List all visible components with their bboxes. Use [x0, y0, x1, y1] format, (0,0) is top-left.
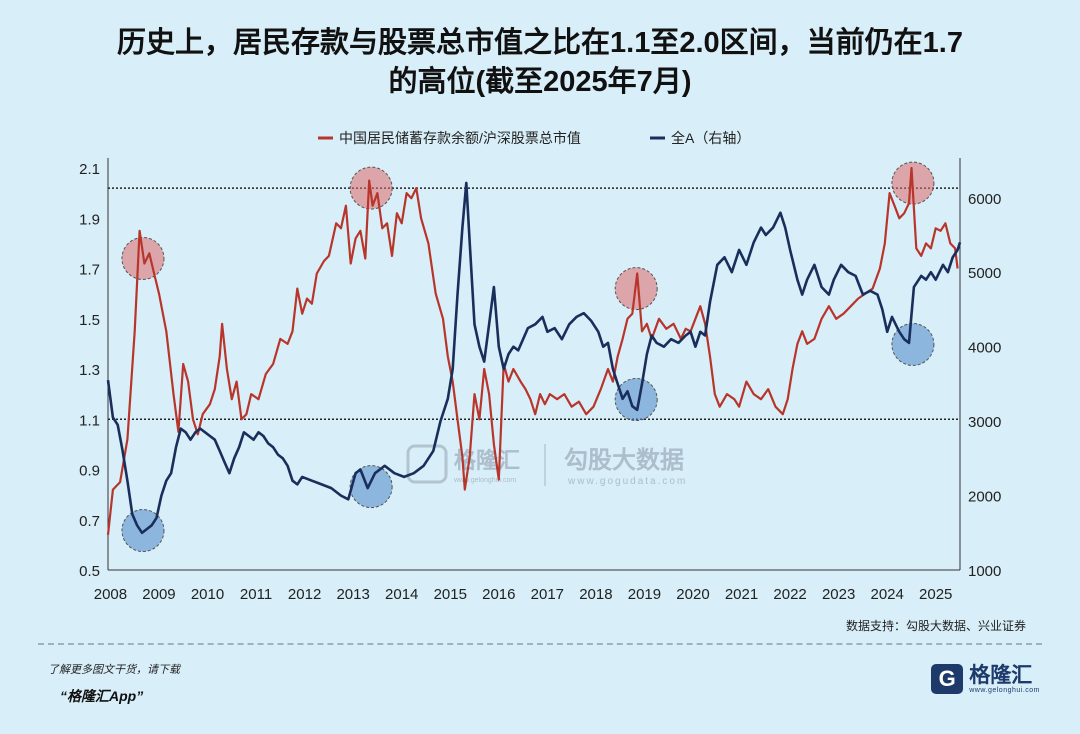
highlight-circle-blue-6 — [614, 378, 658, 422]
x-tick-2021: 2021 — [725, 586, 758, 603]
y-left-tick-3: 1.5 — [79, 312, 100, 329]
brand-url: www.gelonghui.com — [969, 686, 1040, 694]
legend-ratio-label: 中国居民储蓄存款余额/沪深股票总市值 — [339, 130, 581, 146]
chart-title: 历史上，居民存款与股票总市值之比在1.1至2.0区间，当前仍在1.7 的高位(截… — [80, 24, 1000, 102]
y-right-tick-5: 1000 — [968, 563, 1001, 580]
x-tick-2013: 2013 — [336, 586, 369, 603]
title-line-2: 的高位(截至2025年7月) — [388, 66, 692, 98]
x-tick-2015: 2015 — [434, 586, 467, 603]
y-left-tick-2: 1.7 — [79, 262, 100, 279]
title-line-1: 历史上，居民存款与股票总市值之比在1.1至2.0区间，当前仍在1.7 — [117, 27, 963, 59]
brand-name: 格隆汇 — [969, 663, 1033, 687]
x-tick-2012: 2012 — [288, 586, 321, 603]
y-right-tick-2: 4000 — [968, 340, 1001, 357]
y-left-tick-5: 1.1 — [79, 412, 100, 429]
x-tick-2017: 2017 — [531, 586, 564, 603]
y-left-tick-6: 0.9 — [79, 463, 100, 480]
watermark-brand2-url: www.gogudata.com — [567, 476, 687, 487]
highlight-circle-blue-7 — [891, 322, 935, 366]
y-left-tick-1: 1.9 — [79, 211, 100, 228]
y-right-tick-4: 2000 — [968, 489, 1001, 506]
x-tick-2008: 2008 — [94, 586, 127, 603]
y-left-tick-7: 0.7 — [79, 513, 100, 530]
highlight-circle-blue-5 — [349, 465, 393, 509]
x-tick-2018: 2018 — [579, 586, 612, 603]
y-left-tick-0: 2.1 — [79, 161, 100, 178]
x-tick-2024: 2024 — [870, 586, 903, 603]
series-ratio-line — [106, 166, 959, 535]
promo-app-name[interactable]: “格隆汇App” — [60, 688, 144, 704]
watermark-brand2: 勾股大数据 — [564, 447, 684, 474]
y-left-tick-4: 1.3 — [79, 362, 100, 379]
x-tick-2022: 2022 — [773, 586, 806, 603]
x-tick-2020: 2020 — [676, 586, 709, 603]
y-right-tick-0: 6000 — [968, 191, 1001, 208]
y-left-tick-8: 0.5 — [79, 563, 100, 580]
promo-text: 了解更多图文干货，请下载 — [48, 664, 180, 676]
x-tick-2014: 2014 — [385, 586, 418, 603]
series-index-line — [106, 181, 962, 535]
x-tick-2009: 2009 — [142, 586, 175, 603]
x-tick-2019: 2019 — [628, 586, 661, 603]
x-tick-2023: 2023 — [822, 586, 855, 603]
x-tick-2016: 2016 — [482, 586, 515, 603]
y-right-tick-1: 5000 — [968, 265, 1001, 282]
brand-logo[interactable]: G 格隆汇 www.gelonghui.com — [931, 664, 1040, 694]
footer-divider — [38, 643, 1042, 645]
x-tick-2025: 2025 — [919, 586, 952, 603]
watermark-logo-icon — [406, 444, 448, 484]
watermark-brand1: 格隆汇 — [454, 448, 520, 473]
data-source: 数据支持：勾股大数据、兴业证券 — [845, 619, 1026, 633]
x-tick-2010: 2010 — [191, 586, 224, 603]
x-tick-2011: 2011 — [240, 586, 272, 603]
brand-mark-icon: G — [931, 664, 964, 694]
legend-index-label: 全A（右轴） — [671, 130, 750, 146]
chart-area: 中国居民储蓄存款余额/沪深股票总市值 全A（右轴） 格隆汇 www.gelonghui… — [79, 130, 1001, 603]
watermark-brand1-url: www.gelonghui.com — [453, 477, 516, 484]
y-right-tick-3: 3000 — [968, 414, 1001, 431]
